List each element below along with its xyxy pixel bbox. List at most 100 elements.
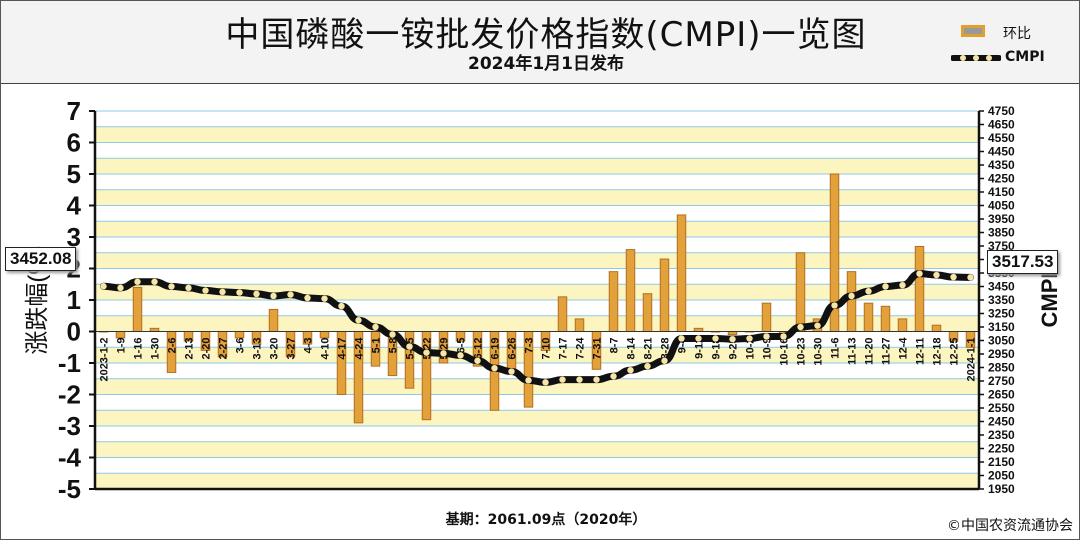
chart-header: 中国磷酸一铵批发价格指数(CMPI)一览图 2024年1月1日发布 环比 CMP…: [1, 1, 1079, 84]
x-tick-label: 9-18: [711, 338, 723, 360]
x-tick-label: 7-10: [541, 338, 553, 360]
y-tick-label: -2: [58, 380, 81, 410]
legend-bar-label: 环比: [1003, 26, 1031, 42]
cmpi-start-callout: 3452.08: [5, 247, 77, 271]
cmpi-line: [100, 270, 974, 386]
grid-band: [95, 189, 979, 206]
legend-line-swatch: [951, 55, 1001, 61]
cmpi-point-11-20: [865, 288, 872, 295]
y2-tick-label: 3850: [988, 226, 1015, 240]
y2-tick-label: 4050: [988, 199, 1015, 213]
x-tick-label: 1-30: [150, 338, 162, 360]
cmpi-point-11-13: [848, 292, 855, 300]
chart-svg: -5-4-3-2-1012345671950205021502250235024…: [24, 96, 1062, 504]
y2-tick-label: 4750: [988, 104, 1015, 118]
x-tick-label: 7-3: [524, 338, 536, 354]
x-tick-label: 12-4: [898, 337, 910, 360]
y-tick-label: 0: [67, 317, 81, 347]
grid-band: [95, 347, 979, 363]
x-tick-label: 2024-1-1: [966, 338, 978, 382]
cmpi-point-1-16: [134, 278, 141, 285]
y-tick-label: 5: [67, 159, 81, 189]
x-tick-label: 4-17: [337, 338, 349, 360]
bar-change-4-10: [319, 331, 330, 339]
cmpi-point-10-30: [814, 322, 821, 329]
y-tick-label: -4: [58, 443, 82, 473]
y2-tick-label: 4650: [988, 118, 1015, 132]
cmpi-point-10-9: [763, 333, 770, 340]
cmpi-point-9-4: [678, 335, 685, 342]
cmpi-point-8-28: [661, 357, 668, 364]
y2-tick-label: 2350: [988, 428, 1015, 442]
cmpi-point-5-1: [372, 323, 379, 331]
chart-subtitle: 2024年1月1日发布: [468, 54, 624, 74]
cmpi-point-8-7: [610, 373, 617, 380]
cmpi-point-2-27: [219, 288, 226, 296]
x-tick-label: 12-25: [949, 338, 961, 366]
cmpi-point-4-10: [321, 295, 328, 302]
x-tick-label: 11-13: [847, 338, 859, 366]
x-tick-label: 12-18: [932, 338, 944, 366]
x-tick-label: 7-17: [558, 338, 570, 360]
y2-axis-title: CMPI: [1037, 273, 1062, 328]
y-tick-label: -3: [58, 411, 81, 441]
cmpi-point-4-24: [355, 317, 362, 324]
bar-change-3-6: [234, 331, 245, 339]
copyright-note: ©中国农资流通协会: [947, 518, 1073, 534]
grid-band: [95, 378, 979, 395]
x-tick-label: 3-6: [235, 338, 247, 354]
x-tick-label: 2023-1-2: [99, 338, 111, 382]
y2-tick-label: 2950: [988, 347, 1015, 361]
cmpi-point-8-21: [644, 362, 651, 370]
x-tick-label: 11-6: [830, 338, 842, 359]
x-tick-label: 6-26: [507, 338, 519, 360]
legend-line-label: CMPI: [1005, 49, 1045, 65]
grid-band: [95, 221, 979, 237]
bar-change-11-20: [863, 302, 874, 332]
y2-tick-label: 3950: [988, 212, 1015, 226]
cmpi-point-11-27: [882, 283, 889, 290]
cmpi-point-7-10: [542, 379, 549, 386]
bar-change-8-7: [608, 271, 619, 332]
cmpi-point-10-16: [780, 333, 787, 340]
cmpi-point-3-13: [253, 290, 260, 298]
y-tick-label: 4: [67, 191, 82, 221]
bar-change-8-21: [642, 293, 653, 332]
x-tick-label: 3-13: [252, 338, 264, 360]
y2-tick-label: 2450: [988, 415, 1015, 429]
cmpi-point-7-17: [559, 376, 566, 383]
y2-tick-label: 3750: [988, 239, 1015, 253]
cmpi-point-11-6: [831, 302, 838, 309]
cmpi-point-2-20: [202, 287, 209, 294]
x-tick-label: 8-14: [626, 337, 638, 360]
cmpi-point-12-4: [899, 281, 906, 289]
x-tick-label: 1-9: [116, 338, 128, 354]
x-tick-label: 3-20: [269, 338, 281, 360]
bar-change-7-17: [557, 296, 568, 333]
cmpi-point-12-11: [916, 270, 923, 277]
x-tick-label: 10-30: [813, 338, 825, 366]
x-tick-label: 6-12: [473, 338, 485, 360]
y2-tick-label: 2750: [988, 374, 1015, 388]
grid-band: [95, 315, 979, 332]
y-tick-label: -5: [58, 474, 81, 504]
legend-bar-swatch: [961, 25, 985, 37]
y-tick-label: 3: [67, 222, 81, 252]
bar-change-3-20: [268, 308, 279, 332]
cmpi-point-2023-1-2: [100, 283, 107, 290]
cmpi-point-3-20: [270, 292, 277, 300]
x-tick-label: 2-13: [184, 338, 196, 360]
cmpi-point-5-22: [423, 349, 430, 356]
x-tick-label: 2-20: [201, 338, 213, 360]
legend: 环比 CMPI: [951, 19, 1071, 75]
grid-band: [95, 252, 979, 269]
cmpi-point-5-15: [406, 343, 413, 350]
bar-change-11-27: [880, 305, 891, 333]
grid-band: [95, 410, 979, 426]
y2-tick-label: 3350: [988, 293, 1015, 307]
cmpi-point-2024-1-1: [967, 274, 974, 281]
cmpi-point-12-25: [950, 273, 957, 281]
x-tick-label: 12-11: [915, 338, 927, 366]
y2-tick-label: 2050: [988, 469, 1015, 483]
y2-tick-label: 4150: [988, 185, 1015, 199]
